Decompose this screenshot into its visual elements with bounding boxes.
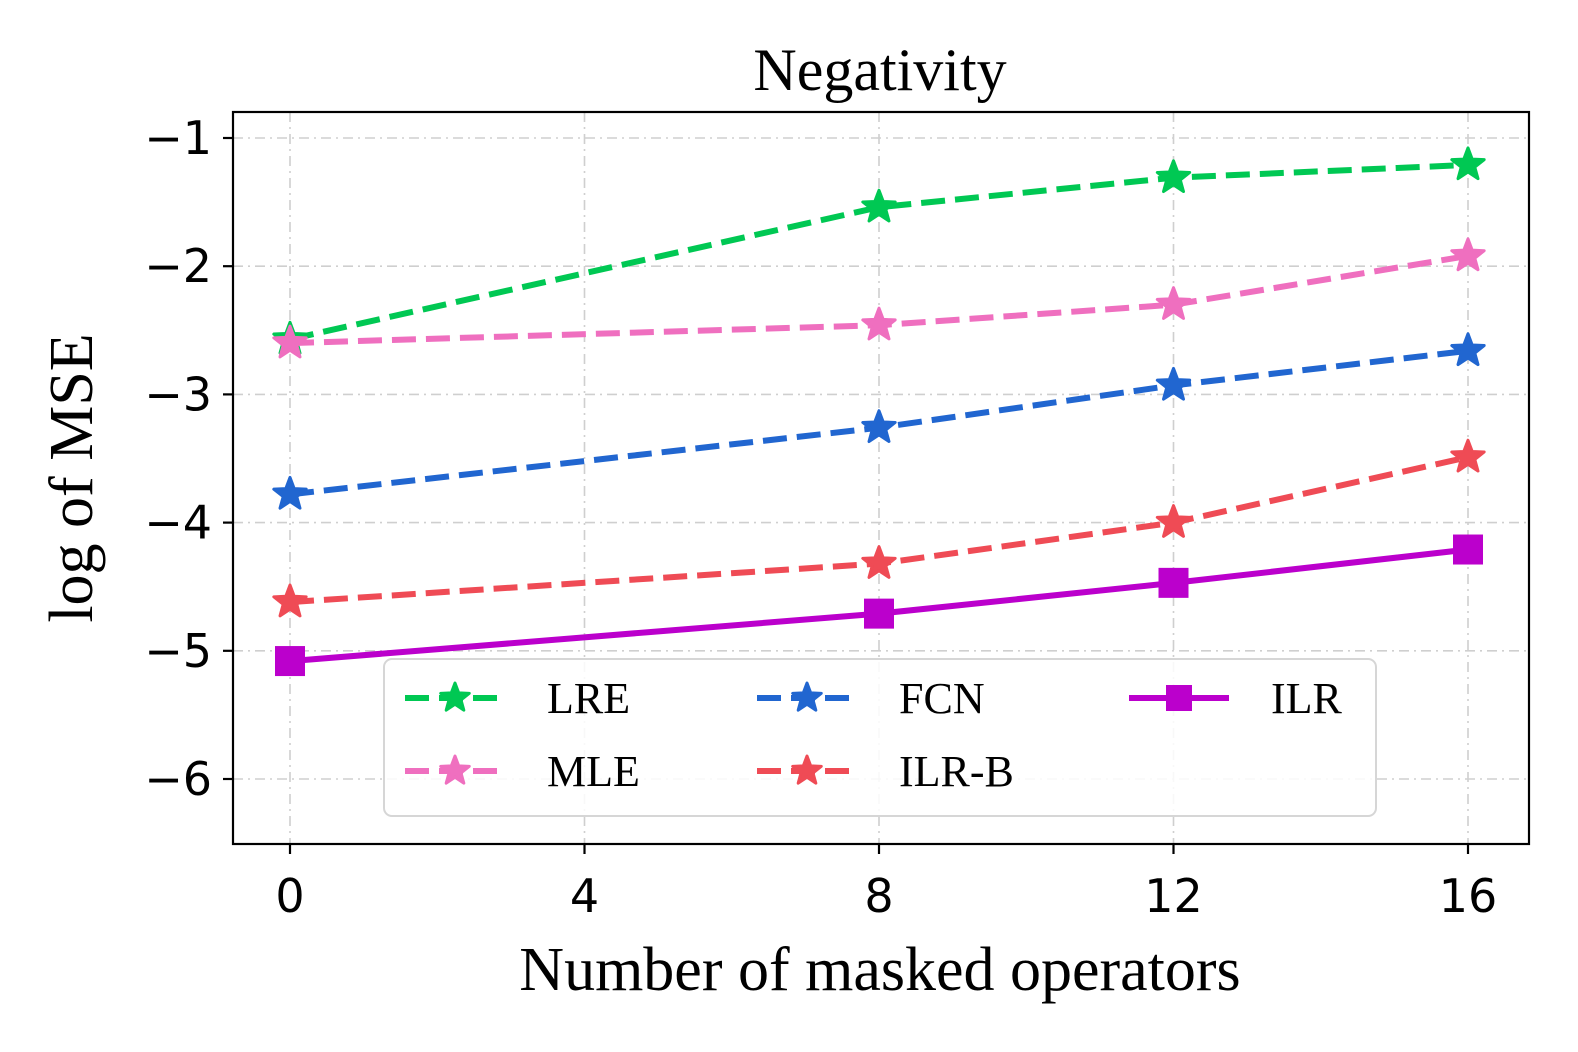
plot-frame (231, 110, 1531, 846)
chart-title: Negativity (753, 37, 1006, 103)
data-point-fcn (1155, 366, 1192, 401)
legend-item-mle: MLE (405, 747, 640, 796)
legend-label-lre: LRE (547, 674, 630, 723)
legend-item-ilr-b: ILR-B (757, 747, 1014, 796)
series-line-fcn (289, 347, 1469, 498)
x-tick-label: 16 (1439, 869, 1498, 923)
y-tick-label: −2 (144, 239, 212, 293)
x-tick-label: 0 (275, 869, 304, 923)
legend-label-ilr-b: ILR-B (899, 747, 1014, 796)
data-point-fcn (272, 475, 308, 510)
legend-marker-ilr-b (791, 754, 823, 785)
legend-item-fcn: FCN (757, 674, 985, 723)
legend-item-lre: LRE (405, 674, 630, 723)
x-tick-label: 4 (570, 869, 599, 923)
y-tick-label: −5 (144, 624, 212, 678)
data-point-lre (1450, 146, 1486, 181)
y-tick-label: −1 (144, 111, 212, 165)
series-fcn (272, 332, 1486, 510)
data-point-ilr-b (861, 545, 897, 579)
data-point-ilr-b (1450, 438, 1486, 473)
data-point-mle (1155, 286, 1192, 320)
data-point-fcn (1450, 332, 1486, 367)
legend: LRE MLE FCN ILR-B ILR (383, 658, 1377, 817)
series-line-lre (289, 161, 1469, 343)
legend-label-mle: MLE (547, 747, 640, 796)
legend-item-ilr: ILR (1129, 674, 1343, 723)
data-point-ilr (864, 598, 894, 629)
legend-marker-mle (439, 754, 471, 785)
y-tick-label: −6 (144, 752, 212, 806)
y-tick-label: −3 (144, 367, 212, 421)
data-point-fcn (861, 409, 897, 443)
axis-ticks: 0 4 8 12 16 −1 −2 −3 −4 −5 −6 (144, 111, 1497, 923)
series-line-ilr (289, 546, 1469, 665)
series-mle (272, 237, 1486, 359)
data-point-mle (272, 324, 308, 359)
x-tick-label: 8 (864, 869, 893, 923)
series-ilr (275, 534, 1483, 677)
legend-marker-fcn (791, 681, 823, 712)
x-tick-label: 12 (1144, 869, 1203, 923)
legend-marker-ilr (1166, 685, 1192, 711)
plot-series (272, 146, 1486, 677)
series-ilr-b (272, 438, 1486, 618)
legend-box (383, 658, 1377, 817)
data-point-lre (861, 188, 897, 223)
y-axis-label: log of MSE (38, 333, 106, 622)
data-point-ilr (1158, 567, 1189, 598)
data-point-mle (1450, 237, 1486, 272)
data-point-ilr (275, 646, 305, 677)
data-point-ilr-b (1155, 504, 1192, 538)
legend-marker-lre (439, 681, 471, 712)
series-line-mle (289, 252, 1469, 347)
legend-label-ilr: ILR (1271, 674, 1343, 723)
legend-label-fcn: FCN (899, 674, 985, 723)
data-point-mle (861, 306, 897, 341)
data-point-lre (1155, 159, 1192, 193)
series-line-ilr-b (289, 454, 1469, 606)
y-tick-label: −4 (144, 496, 212, 550)
data-point-ilr (1453, 534, 1483, 565)
data-point-ilr-b (272, 583, 308, 618)
x-axis-label: Number of masked operators (519, 936, 1240, 1004)
